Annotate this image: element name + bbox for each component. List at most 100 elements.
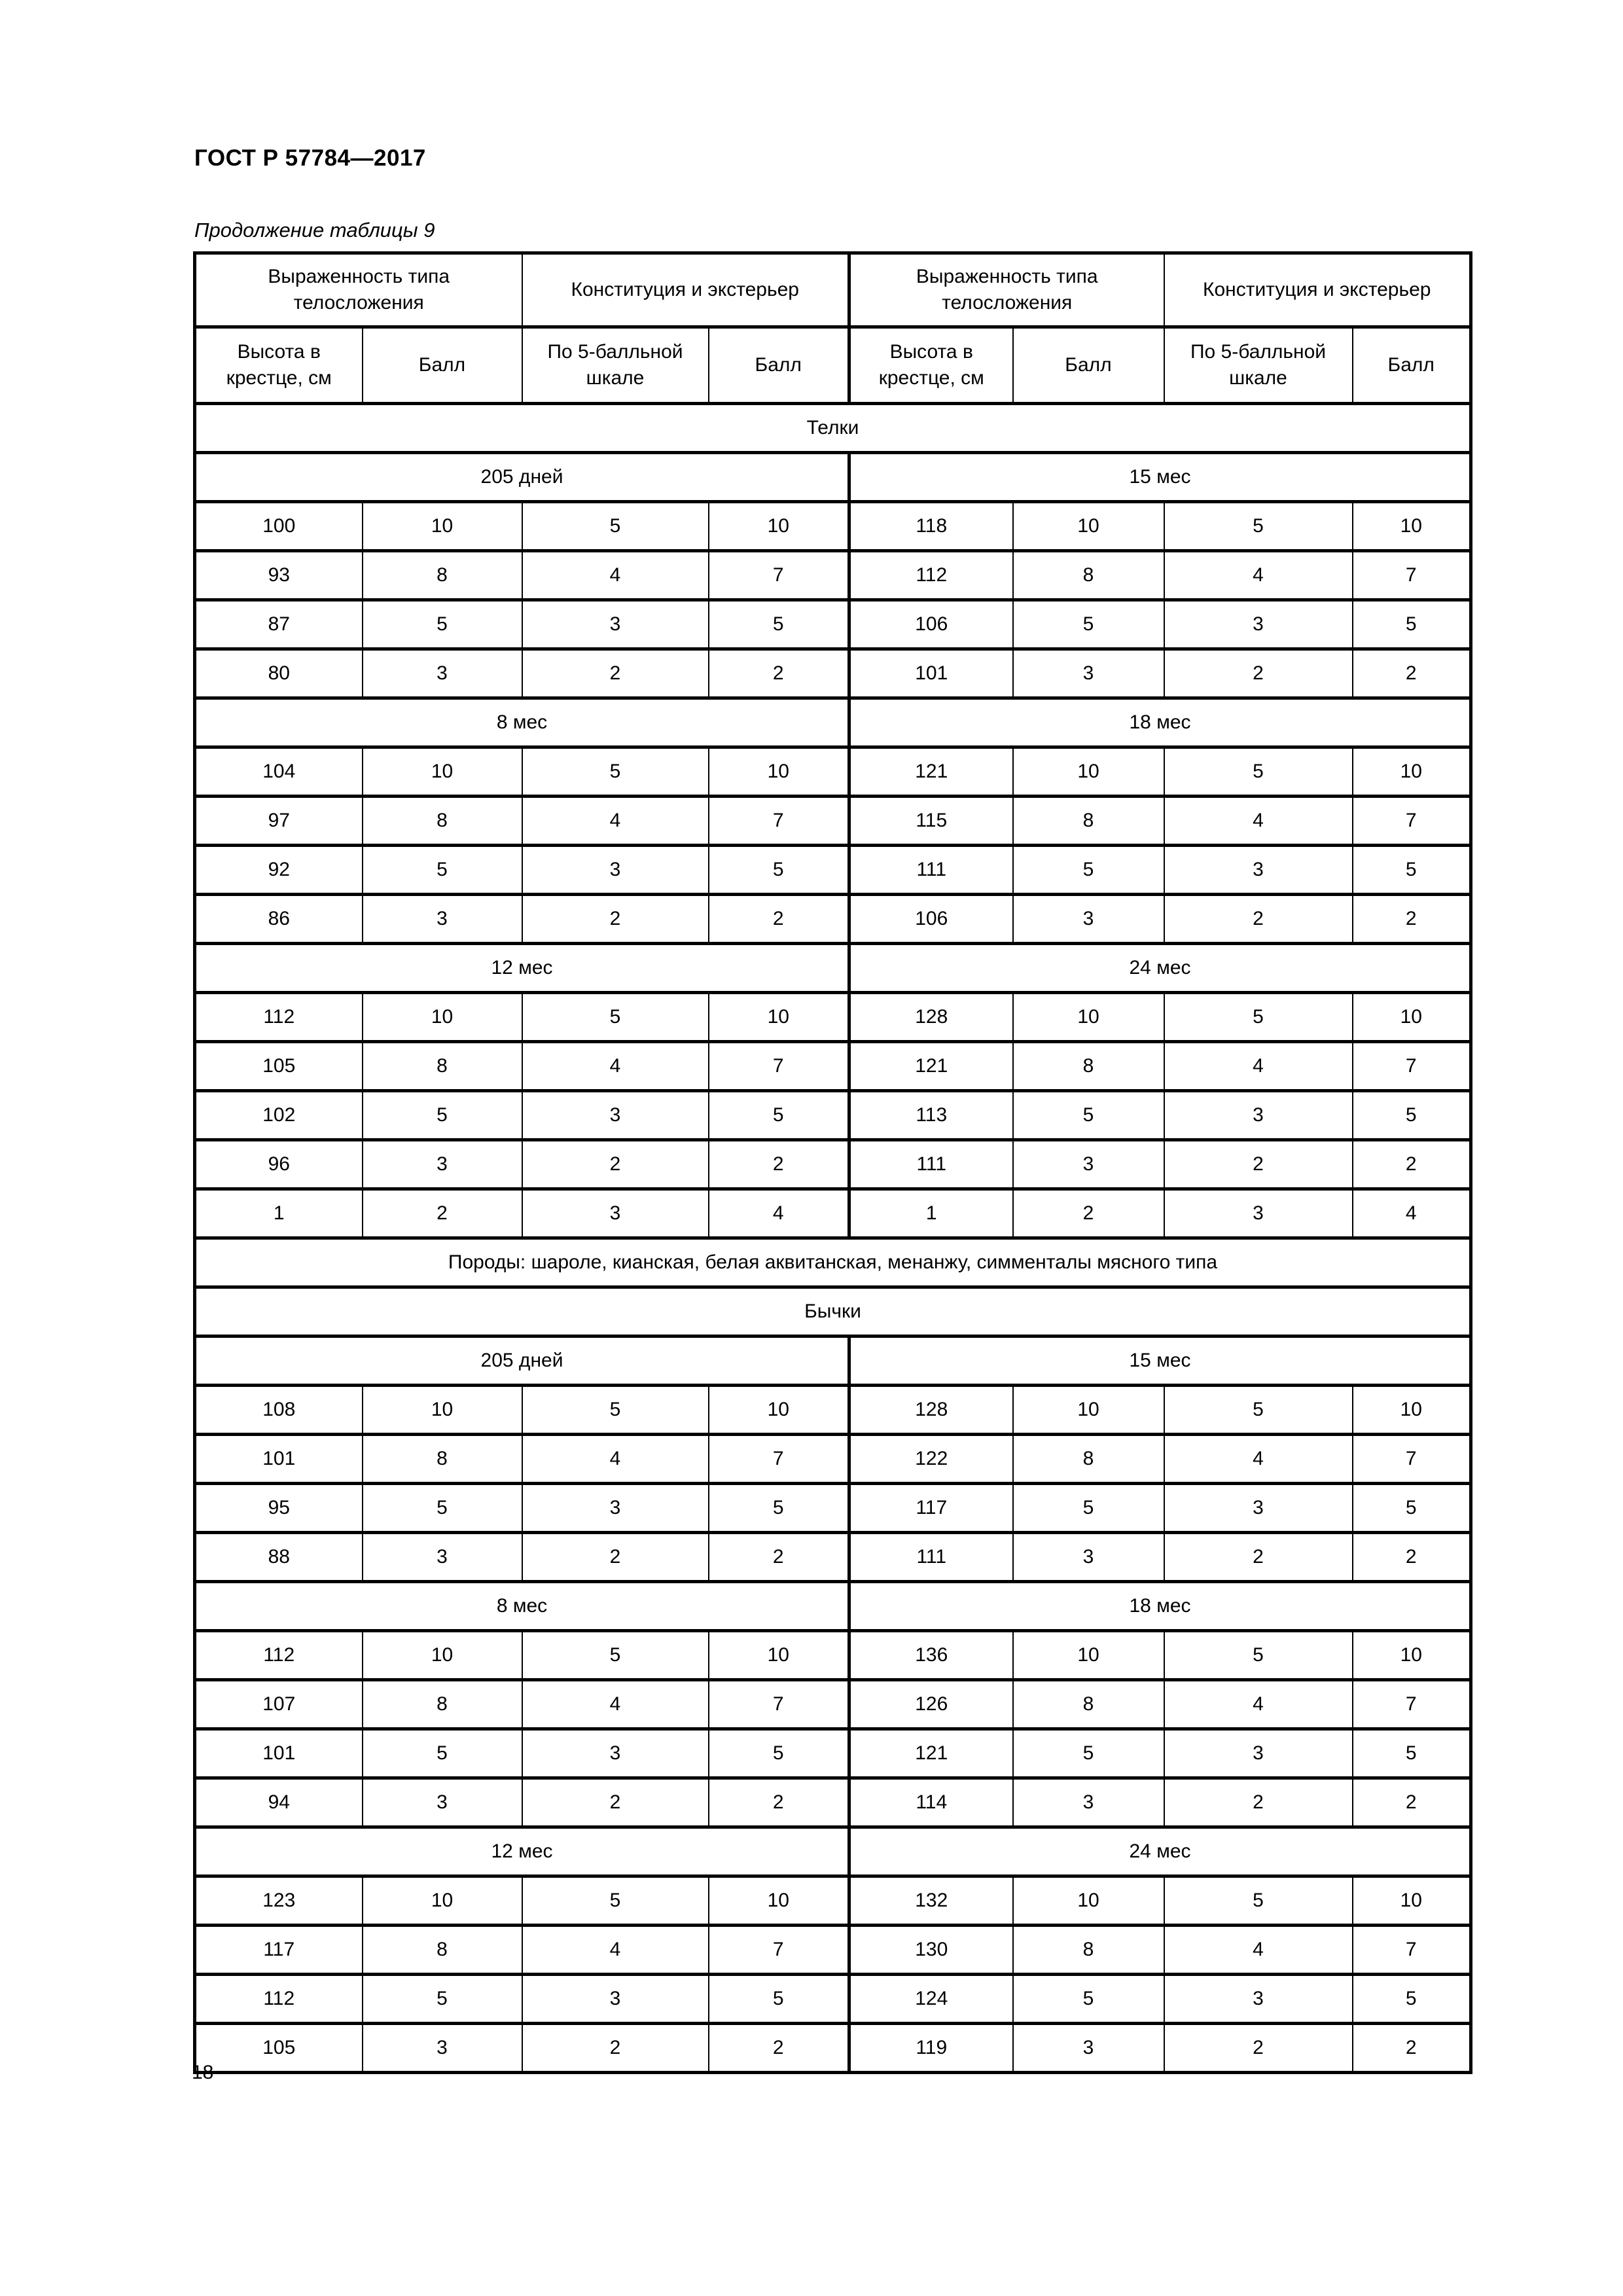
data-cell: 4 <box>1163 1433 1353 1485</box>
data-cell: 8 <box>361 549 523 601</box>
data-cell: 8 <box>361 1433 523 1485</box>
data-cell: 10 <box>1012 991 1165 1043</box>
data-cell: 7 <box>1351 549 1472 601</box>
data-cell: 104 <box>194 745 363 798</box>
data-cell: 94 <box>194 1776 363 1829</box>
header-score-left-2: Балл <box>707 325 850 405</box>
table-row: 108 10 5 10 128 10 5 10 <box>194 1384 1472 1436</box>
table-row: 104 10 5 10 121 10 5 10 <box>194 745 1472 798</box>
table-row: 105 8 4 7 121 8 4 7 <box>194 1040 1472 1092</box>
data-cell: 136 <box>847 1629 1014 1681</box>
data-cell: 8 <box>361 1040 523 1092</box>
data-cell: 96 <box>194 1138 363 1191</box>
data-cell: 5 <box>1012 1089 1165 1141</box>
data-cell: 10 <box>707 745 850 798</box>
data-cell: 4 <box>1163 1678 1353 1731</box>
data-cell: 10 <box>1351 1384 1472 1436</box>
data-cell: 5 <box>1163 1629 1353 1681</box>
table-row: 88 3 2 2 111 3 2 2 <box>194 1531 1472 1583</box>
age-header-row: 205 дней 15 мес <box>194 451 1472 503</box>
data-cell: 3 <box>521 1727 709 1780</box>
data-cell: 107 <box>194 1678 363 1731</box>
table-row: 86 3 2 2 106 3 2 2 <box>194 893 1472 945</box>
data-cell: 7 <box>707 1433 850 1485</box>
data-cell: 130 <box>847 1924 1014 1976</box>
data-cell: 7 <box>707 1040 850 1092</box>
data-cell: 2 <box>521 2022 709 2074</box>
data-cell: 10 <box>1351 1874 1472 1927</box>
data-cell: 2 <box>707 647 850 700</box>
data-cell: 10 <box>361 1384 523 1436</box>
header-body-type-left: Выраженность типа телосложения <box>194 251 523 329</box>
data-cell: 5 <box>521 991 709 1043</box>
data-cell: 2 <box>1163 893 1353 945</box>
data-cell: 123 <box>194 1874 363 1927</box>
data-cell: 5 <box>1012 1727 1165 1780</box>
data-cell: 5 <box>707 1973 850 2025</box>
data-cell: 3 <box>361 2022 523 2074</box>
data-cell: 2 <box>1351 893 1472 945</box>
data-cell: 8 <box>1012 795 1165 847</box>
data-cell: 86 <box>194 893 363 945</box>
data-cell: 8 <box>361 795 523 847</box>
data-cell: 101 <box>194 1727 363 1780</box>
data-cell: 8 <box>1012 1040 1165 1092</box>
data-cell: 3 <box>521 1973 709 2025</box>
data-cell: 3 <box>1012 1776 1165 1829</box>
data-cell: 115 <box>847 795 1014 847</box>
data-cell: 5 <box>707 1482 850 1534</box>
age-header-cell: 18 мес <box>847 696 1472 749</box>
data-cell: 4 <box>1163 549 1353 601</box>
data-cell: 2 <box>707 2022 850 2074</box>
data-cell: 2 <box>521 1776 709 1829</box>
header-score-left-1: Балл <box>361 325 523 405</box>
data-cell: 112 <box>194 1973 363 2025</box>
data-cell: 111 <box>847 1531 1014 1583</box>
age-header-cell: 205 дней <box>194 451 850 503</box>
scoring-table: Выраженность типа телосложения Конституц… <box>193 251 1472 2074</box>
data-cell: 5 <box>1012 1973 1165 2025</box>
header-height-left: Высота в крестце, см <box>194 325 363 405</box>
data-cell: 8 <box>361 1678 523 1731</box>
data-cell: 5 <box>361 598 523 651</box>
data-cell: 10 <box>361 991 523 1043</box>
data-cell: 114 <box>847 1776 1014 1829</box>
data-cell: 10 <box>1012 745 1165 798</box>
age-header-row: 205 дней 15 мес <box>194 1335 1472 1387</box>
table-caption: Продолжение таблицы 9 <box>194 219 435 242</box>
data-cell: 4 <box>521 1678 709 1731</box>
data-cell: 132 <box>847 1874 1014 1927</box>
data-cell: 121 <box>847 1040 1014 1092</box>
data-cell: 10 <box>1351 1629 1472 1681</box>
data-cell: 101 <box>847 647 1014 700</box>
data-cell: 10 <box>1351 745 1472 798</box>
breed-note-cell: Породы: шароле, кианская, белая аквитанс… <box>194 1236 1472 1289</box>
data-cell: 4 <box>521 795 709 847</box>
data-cell: 10 <box>707 1629 850 1681</box>
data-cell: 10 <box>707 1874 850 1927</box>
data-cell: 8 <box>1012 549 1165 601</box>
header-five-point-right: По 5-балльной шкале <box>1163 325 1353 405</box>
doc-code: ГОСТ Р 57784—2017 <box>194 145 426 171</box>
table-body: Телки 205 дней 15 мес 100 10 5 10 118 10 5 10 93 8 4 7… <box>194 402 1472 2074</box>
data-cell: 7 <box>1351 1924 1472 1976</box>
data-cell: 5 <box>707 844 850 896</box>
data-cell: 1 <box>847 1187 1014 1240</box>
age-header-cell: 12 мес <box>194 942 850 994</box>
table-row: 101 8 4 7 122 8 4 7 <box>194 1433 1472 1485</box>
data-cell: 2 <box>1351 1138 1472 1191</box>
data-cell: 10 <box>361 500 523 552</box>
data-cell: 3 <box>361 1531 523 1583</box>
breed-note-row: Породы: шароле, кианская, белая аквитанс… <box>194 1236 1472 1289</box>
data-cell: 105 <box>194 1040 363 1092</box>
data-cell: 2 <box>707 893 850 945</box>
age-header-row: 8 мес 18 мес <box>194 1580 1472 1632</box>
header-constitution-left: Конституция и экстерьер <box>521 251 850 329</box>
data-cell: 7 <box>1351 795 1472 847</box>
data-cell: 4 <box>521 1924 709 1976</box>
data-cell: 2 <box>1163 1776 1353 1829</box>
data-cell: 5 <box>361 844 523 896</box>
table-row: 102 5 3 5 113 5 3 5 <box>194 1089 1472 1141</box>
data-cell: 2 <box>1351 647 1472 700</box>
